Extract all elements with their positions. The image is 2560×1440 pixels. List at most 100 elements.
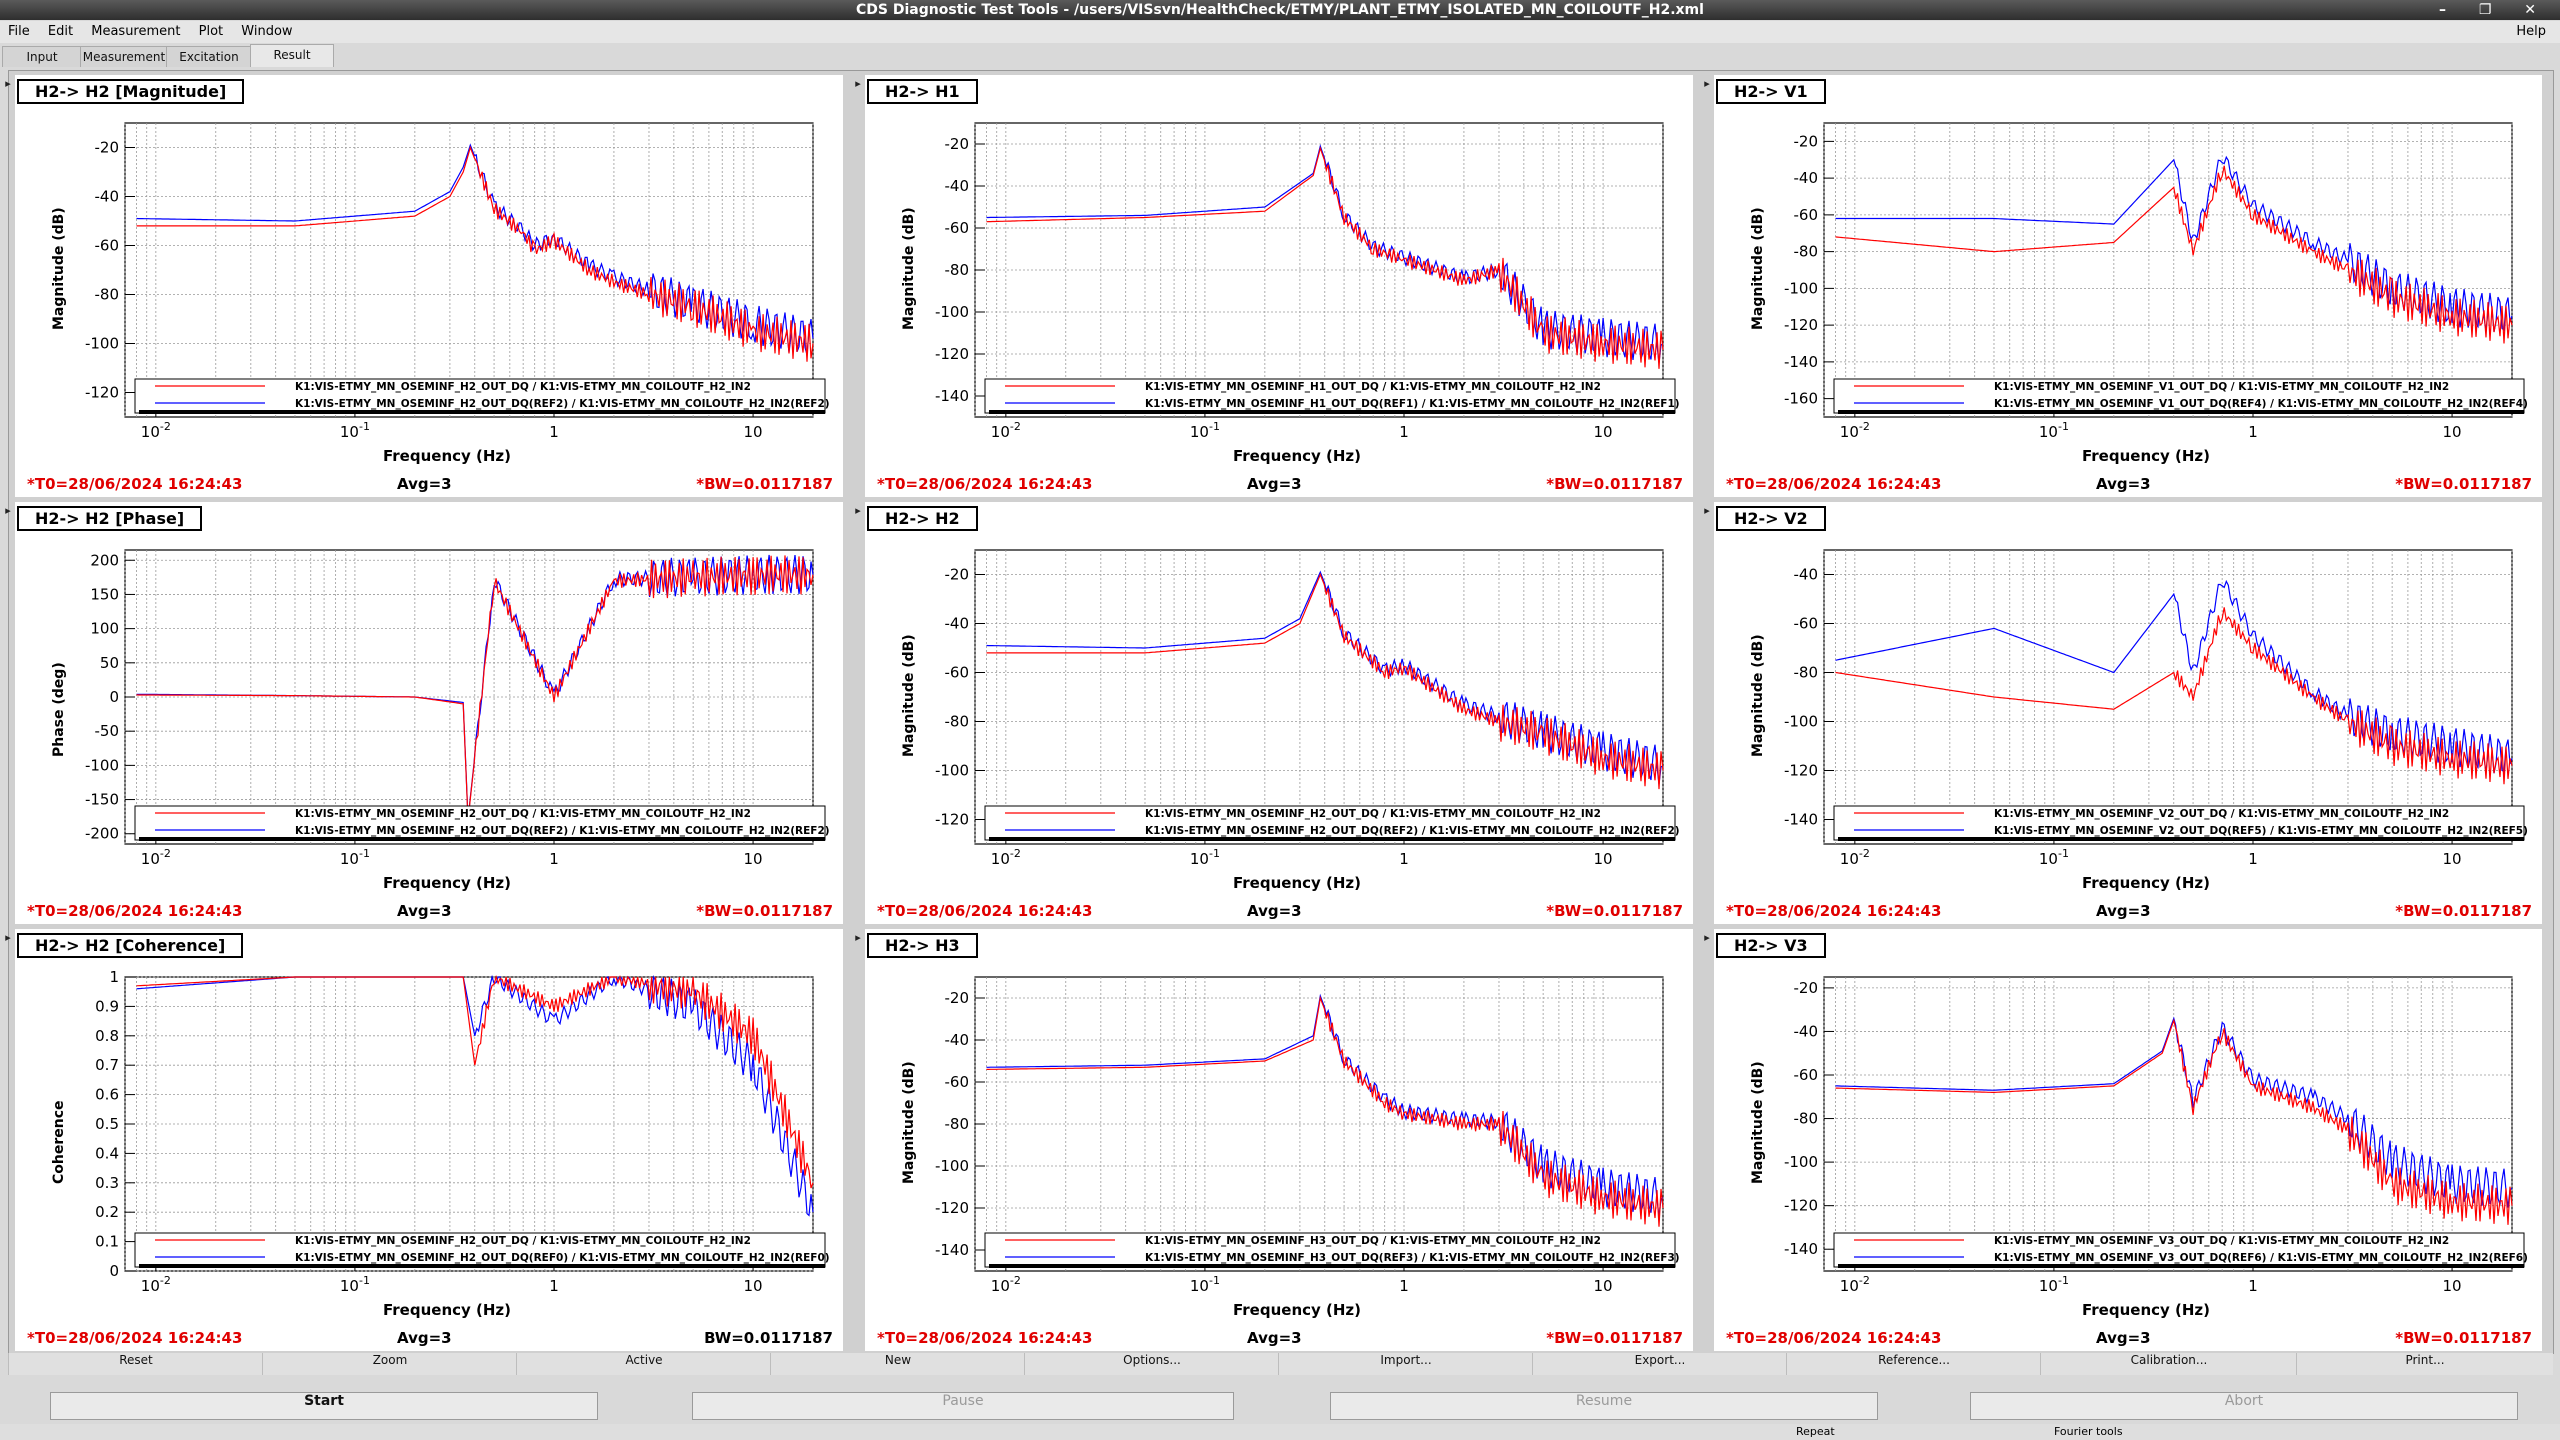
export-button[interactable]: Export... (1532, 1353, 1787, 1375)
legend-label: K1:VIS-ETMY_MN_OSEMINF_H2_OUT_DQ / K1:VI… (1145, 808, 1601, 820)
panel-expand-icon[interactable]: ▸ (5, 77, 11, 90)
zoom-button[interactable]: Zoom (262, 1353, 517, 1375)
series-red-line (1835, 165, 2513, 344)
pause-button[interactable]: Pause (692, 1392, 1234, 1420)
y-tick-label: -20 (945, 135, 970, 153)
options-button[interactable]: Options... (1024, 1353, 1279, 1375)
bw-label: *BW=0.0117187 (1546, 1329, 1683, 1347)
plot-panel[interactable]: ▸ -20 -40 -60 -80 -100 -120 -140 10-2 10-1 1 10 K1:V… (855, 75, 1693, 497)
tab-result[interactable]: Result (250, 44, 334, 67)
panel-expand-icon[interactable]: ▸ (5, 931, 11, 944)
menu-file[interactable]: File (8, 24, 30, 39)
calibration-button[interactable]: Calibration... (2040, 1353, 2297, 1375)
y-tick-label: -80 (1794, 1110, 1819, 1128)
bw-label: *BW=0.0117187 (2395, 1329, 2532, 1347)
x-tick-label: 10-1 (1190, 847, 1220, 868)
x-tick-label: 10-2 (141, 420, 171, 441)
y-tick-label: 0 (109, 1262, 119, 1280)
y-axis-label: Coherence (51, 1100, 67, 1184)
abort-button[interactable]: Abort (1970, 1392, 2518, 1420)
menu-window[interactable]: Window (241, 24, 293, 39)
plot-panel[interactable]: ▸ -20 -40 -60 -80 -100 -120 -140 -160 10-2 10-1 1 10… (1704, 75, 2542, 497)
y-tick-label: -100 (1784, 1153, 1818, 1171)
avg-label: Avg=3 (2096, 902, 2151, 920)
plot-panel[interactable]: ▸ -20 -40 -60 -80 -100 -120 10-2 10-1 1 10 K1:VIS-E… (5, 75, 843, 497)
menu-measurement[interactable]: Measurement (91, 24, 181, 39)
status-fourier-tools: Fourier tools (2054, 1425, 2123, 1438)
plot-panel[interactable]: ▸ -20 -40 -60 -80 -100 -120 -140 10-2 10-1 1 10 K1:V… (1704, 929, 2542, 1351)
panel-expand-icon[interactable]: ▸ (855, 504, 861, 517)
y-tick-label: 0.5 (95, 1115, 119, 1133)
y-tick-label: -20 (945, 989, 970, 1007)
tab-measurement[interactable]: Measurement (80, 46, 168, 67)
y-tick-label: -80 (945, 261, 970, 279)
tab-excitation[interactable]: Excitation (166, 46, 252, 67)
plot-title: H2-> H3 (867, 933, 978, 958)
plot-canvas[interactable]: -20 -40 -60 -80 -100 -120 -140 -160 10-2 10-1 1 10 K… (1714, 75, 2542, 497)
plot-canvas[interactable]: -20 -40 -60 -80 -100 -120 10-2 10-1 1 10 K1:VIS-ET… (865, 502, 1693, 924)
plot-panel[interactable]: ▸ -40 -60 -80 -100 -120 -140 10-2 10-1 1 10 K1:VIS-… (1704, 502, 2542, 924)
plot-canvas[interactable]: 1 0.9 0.8 0.7 0.6 0.5 0.4 0.3 0.2 0.1 0 10-2 10-1 1 10… (15, 929, 843, 1351)
plot-panel[interactable]: ▸ -20 -40 -60 -80 -100 -120 -140 10-2 10-1 1 10 K1:V… (855, 929, 1693, 1351)
legend-label: K1:VIS-ETMY_MN_OSEMINF_V3_OUT_DQ / K1:VI… (1994, 1235, 2449, 1247)
x-axis-label: Frequency (Hz) (2082, 1301, 2211, 1319)
panel-expand-icon[interactable]: ▸ (1704, 931, 1710, 944)
plot-canvas[interactable]: -40 -60 -80 -100 -120 -140 10-2 10-1 1 10 K1:VIS-E… (1714, 502, 2542, 924)
plot-panel[interactable]: ▸ 1 0.9 0.8 0.7 0.6 0.5 0.4 0.3 0.2 0.1 0 10-2 10-1 1 1… (5, 929, 843, 1351)
y-tick-label: 0.3 (95, 1174, 119, 1192)
legend-label: K1:VIS-ETMY_MN_OSEMINF_H2_OUT_DQ(REF2) /… (295, 825, 830, 837)
plot-canvas[interactable]: -20 -40 -60 -80 -100 -120 10-2 10-1 1 10 K1:VIS-ET… (15, 75, 843, 497)
plot-canvas[interactable]: 200 150 100 50 0 -50 -100 -150 -200 10-2 10-1 1 10 K1… (15, 502, 843, 924)
plot-canvas[interactable]: -20 -40 -60 -80 -100 -120 -140 10-2 10-1 1 10 K1:VI… (865, 929, 1693, 1351)
start-button[interactable]: Start (50, 1392, 598, 1420)
window-controls[interactable]: – ❐ ✕ (2438, 2, 2550, 18)
print-button[interactable]: Print... (2296, 1353, 2553, 1375)
y-tick-label: -80 (1794, 243, 1819, 261)
plot-area: ▸ -20 -40 -60 -80 -100 -120 10-2 10-1 1 10 K1:VIS-E… (5, 70, 2554, 1354)
y-tick-label: -20 (95, 139, 120, 157)
reference-button[interactable]: Reference... (1786, 1353, 2041, 1375)
y-tick-label: -100 (935, 303, 969, 321)
x-tick-label: 1 (2248, 1277, 2258, 1295)
y-tick-label: -120 (1784, 762, 1818, 780)
panel-expand-icon[interactable]: ▸ (855, 931, 861, 944)
legend-label: K1:VIS-ETMY_MN_OSEMINF_V3_OUT_DQ(REF6) /… (1994, 1252, 2528, 1264)
menu-help[interactable]: Help (2516, 24, 2546, 39)
legend-label: K1:VIS-ETMY_MN_OSEMINF_V2_OUT_DQ / K1:VI… (1994, 808, 2449, 820)
plot-button-row: Reset Zoom Active New Options... Import.… (8, 1353, 2553, 1375)
panel-expand-icon[interactable]: ▸ (1704, 77, 1710, 90)
plot-panel[interactable]: ▸ -20 -40 -60 -80 -100 -120 10-2 10-1 1 10 K1:VIS-E… (855, 502, 1693, 924)
y-tick-label: -120 (935, 345, 969, 363)
reset-button[interactable]: Reset (8, 1353, 263, 1375)
active-button[interactable]: Active (516, 1353, 771, 1375)
x-axis-label: Frequency (Hz) (2082, 874, 2211, 892)
plot-canvas[interactable]: -20 -40 -60 -80 -100 -120 -140 10-2 10-1 1 10 K1:VI… (1714, 929, 2542, 1351)
menu-plot[interactable]: Plot (198, 24, 224, 39)
x-tick-label: 10-1 (2039, 847, 2069, 868)
panel-expand-icon[interactable]: ▸ (5, 504, 11, 517)
y-tick-label: -200 (85, 825, 119, 843)
y-tick-label: -100 (935, 762, 969, 780)
plot-title: H2-> V1 (1716, 79, 1826, 104)
panel-expand-icon[interactable]: ▸ (855, 77, 861, 90)
x-axis-label: Frequency (Hz) (1233, 447, 1362, 465)
x-tick-label: 10-2 (1840, 420, 1870, 441)
import-button[interactable]: Import... (1278, 1353, 1533, 1375)
series-red-line (1835, 1018, 2513, 1225)
menu-bar: File Edit Measurement Plot Window Help (0, 21, 2560, 43)
resume-button[interactable]: Resume (1330, 1392, 1878, 1420)
panel-expand-icon[interactable]: ▸ (1704, 504, 1710, 517)
legend-label: K1:VIS-ETMY_MN_OSEMINF_V1_OUT_DQ / K1:VI… (1994, 381, 2449, 393)
legend-label: K1:VIS-ETMY_MN_OSEMINF_V2_OUT_DQ(REF5) /… (1994, 825, 2528, 837)
tab-input[interactable]: Input (2, 46, 82, 67)
x-tick-label: 1 (2248, 850, 2258, 868)
y-tick-label: -140 (1784, 353, 1818, 371)
x-axis-label: Frequency (Hz) (383, 874, 512, 892)
y-tick-label: -80 (1794, 664, 1819, 682)
plot-canvas[interactable]: -20 -40 -60 -80 -100 -120 -140 10-2 10-1 1 10 K1:VI… (865, 75, 1693, 497)
plot-panel[interactable]: ▸ 200 150 100 50 0 -50 -100 -150 -200 10-2 10-1 1 10 K… (5, 502, 843, 924)
legend-box (1833, 1232, 2525, 1268)
menu-edit[interactable]: Edit (47, 24, 74, 39)
t0-label: *T0=28/06/2024 16:24:43 (1726, 1329, 1942, 1347)
new-button[interactable]: New (770, 1353, 1025, 1375)
